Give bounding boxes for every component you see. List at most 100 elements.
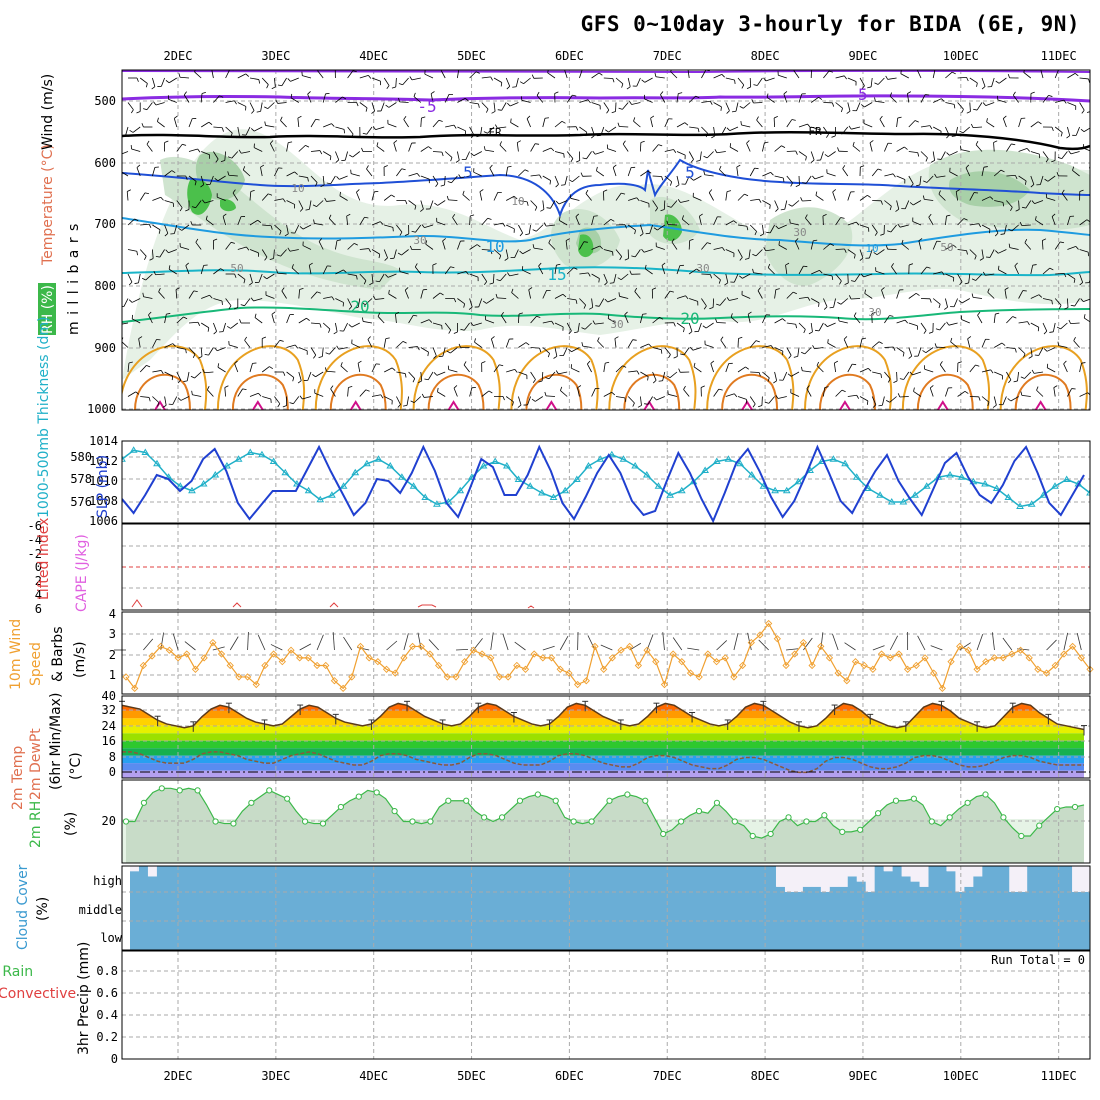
day-label-bottom: 7DEC — [653, 1069, 682, 1083]
wind-barb — [143, 638, 154, 651]
upper-wind-barb — [762, 171, 771, 177]
cloud-high-bar — [515, 866, 526, 892]
upper-wind-barb — [302, 396, 312, 400]
upper-wind-barb-flag — [719, 165, 722, 170]
upper-wind-barb-flag — [547, 353, 550, 358]
thickness-marker — [549, 493, 558, 500]
upper-wind-barb — [774, 347, 783, 352]
upper-wind-barb — [810, 240, 814, 250]
thickness-marker — [246, 448, 255, 455]
day-label-top: 5DEC — [457, 49, 486, 63]
warm-contour-inner — [329, 373, 387, 410]
day-label-top: 10DEC — [943, 49, 979, 63]
upper-wind-barb — [542, 320, 552, 324]
upper-wind-barb-flag — [575, 126, 579, 131]
upper-wind-barb-flag — [741, 84, 745, 89]
upper-wind-barb — [309, 200, 312, 210]
upper-wind-barb-flag — [185, 349, 187, 354]
wind-marker — [860, 661, 868, 670]
upper-wind-barb — [195, 200, 202, 208]
upper-wind-barb — [266, 273, 275, 280]
upper-wind-barb-flag — [507, 102, 511, 107]
upper-wind-barb-flag — [763, 247, 767, 251]
wind-marker — [417, 642, 425, 651]
upper-wind-barb — [932, 298, 941, 305]
thickness-marker — [328, 491, 336, 498]
rh-label-box — [38, 283, 56, 335]
upper-wind-barb-flag — [385, 104, 390, 108]
upper-wind-barb-flag — [282, 405, 287, 408]
upper-wind-barb-flag — [315, 182, 318, 187]
upper-wind-barb — [704, 344, 714, 348]
wind-marker — [817, 642, 825, 651]
upper-wind-barb-flag — [596, 166, 598, 171]
upper-wind-barb-flag — [459, 68, 463, 69]
upper-wind-barb-flag — [568, 179, 573, 183]
upper-wind-barb — [411, 77, 421, 81]
upper-wind-barb — [863, 273, 873, 278]
upper-wind-barb-flag — [892, 173, 896, 178]
upper-wind-barb-flag — [271, 311, 276, 315]
precip-tick-label: 0 — [111, 1052, 118, 1066]
upper-wind-barb — [234, 363, 239, 373]
thickness-marker — [1062, 475, 1071, 482]
upper-wind-barb-flag — [593, 215, 598, 217]
upper-wind-barb — [869, 142, 873, 152]
upper-wind-barb-flag — [395, 311, 400, 315]
wind-marker — [808, 661, 816, 670]
upper-wind-barb — [560, 390, 568, 397]
upper-wind-barb — [798, 123, 808, 128]
upper-wind-barb — [993, 314, 996, 324]
upper-wind-barb — [414, 266, 422, 275]
upper-wind-barb-flag — [585, 189, 589, 194]
upper-wind-barb-flag — [677, 198, 681, 203]
li-tick-label: -6 — [28, 519, 42, 533]
upper-wind-barb-flag — [764, 141, 769, 144]
upper-wind-barb-flag — [1051, 127, 1054, 132]
upper-wind-barb-flag — [775, 208, 779, 212]
upper-wind-barb-flag — [157, 117, 159, 122]
cloud-high-bar — [130, 871, 140, 892]
pressure-tick-label: 500 — [94, 94, 116, 108]
upper-wind-barb-flag — [487, 217, 492, 220]
upper-wind-barb — [1018, 200, 1020, 210]
day-label-bottom: 11DEC — [1041, 1069, 1077, 1083]
upper-wind-barb-flag — [946, 321, 950, 326]
rh-marker — [624, 791, 631, 798]
upper-wind-barb-flag — [1080, 128, 1085, 132]
upper-wind-barb — [155, 102, 165, 106]
upper-wind-barb — [425, 243, 434, 250]
upper-wind-barb-flag — [935, 328, 940, 331]
upper-wind-barb-flag — [840, 108, 843, 113]
upper-wind-barb — [274, 198, 284, 201]
wind-marker — [999, 654, 1007, 662]
upper-wind-barb-flag — [441, 152, 444, 157]
upper-wind-barb-flag — [263, 276, 268, 280]
upper-wind-barb — [765, 77, 775, 82]
upper-wind-barb — [322, 151, 332, 157]
upper-wind-barb — [981, 196, 991, 201]
upper-wind-barb-flag — [320, 184, 325, 188]
upper-wind-barb — [330, 388, 336, 397]
upper-wind-barb-flag — [650, 115, 655, 119]
warm-contour-inner — [231, 373, 289, 410]
upper-wind-barb-flag — [547, 70, 549, 73]
cloud-clear-bar — [147, 866, 158, 877]
upper-wind-barb — [698, 216, 702, 226]
rh-50-shading — [160, 149, 1090, 290]
upper-wind-barb-flag — [165, 249, 169, 253]
upper-wind-barb — [375, 126, 385, 131]
upper-wind-barb-flag — [695, 95, 700, 99]
upper-wind-barb-flag — [739, 106, 744, 109]
temp-fr-line — [122, 130, 1090, 151]
cloud-high-bar — [192, 866, 203, 892]
upper-wind-barb-flag — [148, 397, 151, 402]
cloud-high-bar — [919, 886, 930, 892]
upper-wind-barb — [408, 142, 413, 152]
upper-wind-barb-flag — [990, 369, 994, 374]
upper-wind-barb — [876, 249, 885, 255]
wind-tick-label: 2 — [109, 648, 116, 662]
upper-wind-barb — [685, 175, 690, 185]
upper-wind-barb — [554, 265, 557, 275]
rh-marker — [749, 832, 756, 840]
